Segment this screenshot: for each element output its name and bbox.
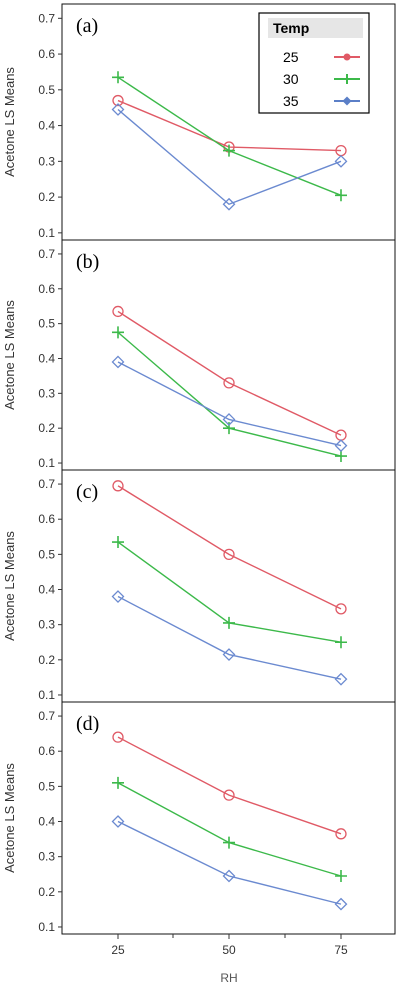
y-tick-label: 0.4 bbox=[38, 351, 55, 365]
data-point-temp-30 bbox=[223, 616, 235, 629]
data-point-temp-30 bbox=[335, 189, 347, 202]
series-line-temp-35 bbox=[117, 820, 342, 905]
legend-diamond-marker bbox=[342, 96, 352, 106]
y-tick-label: 0.4 bbox=[38, 815, 55, 829]
data-point-temp-30 bbox=[223, 836, 235, 849]
data-point-temp-30 bbox=[335, 870, 347, 882]
x-tick-label: 75 bbox=[334, 943, 348, 957]
panel-label: (d) bbox=[76, 713, 99, 735]
data-point-temp-35 bbox=[334, 439, 348, 453]
panel-label: (b) bbox=[76, 251, 99, 273]
y-tick-label: 0.7 bbox=[38, 709, 55, 723]
y-axis-label: Acetone LS Means bbox=[2, 300, 17, 410]
data-point-temp-30 bbox=[112, 536, 124, 549]
data-point-temp-30 bbox=[335, 636, 347, 649]
legend-plus-marker bbox=[341, 74, 353, 84]
data-point-temp-35 bbox=[111, 815, 125, 828]
chart-panel-d: 0.1 0.2 0.3 0.4 0.5 0.6 0.7 Acetone LS Means (d)… bbox=[2, 701, 396, 985]
y-tick-label: 0.3 bbox=[38, 154, 55, 168]
y-tick-label: 0.2 bbox=[38, 421, 55, 435]
legend-circle-marker bbox=[343, 53, 351, 61]
legend-entry-label: 25 bbox=[283, 49, 299, 65]
y-tick-label: 0.1 bbox=[38, 688, 55, 702]
y-tick-label: 0.5 bbox=[38, 83, 55, 97]
y-tick-label: 0.5 bbox=[38, 317, 55, 331]
data-point-temp-25 bbox=[223, 789, 235, 801]
data-point-temp-35 bbox=[222, 648, 236, 661]
chart-panel-c: 0.1 0.2 0.3 0.4 0.5 0.6 0.7 Acetone LS Means (c) bbox=[2, 469, 396, 703]
y-tick-label: 0.7 bbox=[38, 247, 55, 261]
series-line-temp-30 bbox=[117, 782, 342, 877]
data-point-temp-25 bbox=[223, 548, 235, 561]
y-tick-label: 0.7 bbox=[38, 477, 55, 491]
data-point-temp-25 bbox=[223, 377, 235, 389]
panel-frame bbox=[61, 701, 396, 935]
data-point-temp-25 bbox=[335, 828, 347, 840]
y-tick-label: 0.4 bbox=[38, 119, 55, 133]
data-point-temp-35 bbox=[334, 897, 348, 911]
data-point-temp-30 bbox=[112, 326, 124, 339]
series-line-temp-35 bbox=[117, 108, 342, 206]
data-point-temp-25 bbox=[112, 480, 124, 492]
y-tick-label: 0.5 bbox=[38, 547, 55, 561]
data-point-temp-30 bbox=[112, 71, 124, 84]
data-point-temp-35 bbox=[334, 154, 348, 168]
data-point-temp-35 bbox=[222, 869, 236, 883]
data-point-temp-35 bbox=[111, 355, 125, 369]
series-line-temp-35 bbox=[117, 361, 342, 447]
y-tick-label: 0.1 bbox=[38, 920, 55, 934]
data-point-temp-35 bbox=[222, 197, 236, 211]
y-tick-label: 0.1 bbox=[38, 456, 55, 470]
legend: Temp 25 30 35 bbox=[258, 12, 370, 114]
y-tick-label: 0.6 bbox=[38, 512, 55, 526]
y-tick-label: 0.3 bbox=[38, 618, 55, 632]
y-tick-label: 0.2 bbox=[38, 885, 55, 899]
legend-entry-label: 35 bbox=[283, 93, 299, 109]
data-point-temp-35 bbox=[111, 103, 125, 116]
series-line-temp-25 bbox=[117, 310, 342, 436]
data-point-temp-25 bbox=[112, 94, 124, 107]
x-tick-label: 25 bbox=[111, 943, 125, 957]
panel-label: (c) bbox=[76, 481, 98, 503]
panel-label: (a) bbox=[76, 15, 98, 37]
chart-panel-b: 0.1 0.2 0.3 0.4 0.5 0.6 0.7 Acetone LS Means (b) bbox=[2, 239, 396, 471]
y-tick-label: 0.5 bbox=[38, 779, 55, 793]
y-tick-label: 0.2 bbox=[38, 190, 55, 204]
y-axis-label: Acetone LS Means bbox=[2, 67, 17, 177]
y-tick-label: 0.3 bbox=[38, 850, 55, 864]
data-point-temp-25 bbox=[112, 305, 124, 318]
series-line-temp-35 bbox=[117, 595, 342, 680]
series-line-temp-25 bbox=[117, 736, 342, 835]
y-tick-label: 0.4 bbox=[38, 583, 55, 597]
panel-frame bbox=[61, 469, 396, 703]
data-point-temp-35 bbox=[222, 413, 236, 426]
legend-title-bg bbox=[268, 18, 363, 38]
x-axis-label: RH bbox=[220, 971, 237, 985]
data-point-temp-30 bbox=[112, 776, 124, 789]
series-line-temp-25 bbox=[117, 485, 342, 610]
data-point-temp-35 bbox=[111, 590, 125, 603]
chart-panel-a: 0.1 0.2 0.3 0.4 0.5 0.6 0.7 Acetone LS Means (a) bbox=[2, 3, 396, 241]
y-tick-label: 0.1 bbox=[38, 226, 55, 240]
y-axis-label: Acetone LS Means bbox=[2, 763, 17, 873]
panel-frame bbox=[61, 239, 396, 471]
y-tick-label: 0.7 bbox=[38, 11, 55, 25]
data-point-temp-30 bbox=[223, 144, 235, 157]
legend-title: Temp bbox=[273, 20, 309, 36]
legend-entry-label: 30 bbox=[283, 71, 299, 87]
data-point-temp-30 bbox=[335, 450, 347, 463]
data-point-temp-35 bbox=[334, 672, 348, 686]
y-tick-label: 0.6 bbox=[38, 282, 55, 296]
y-tick-label: 0.6 bbox=[38, 47, 55, 61]
data-point-temp-25 bbox=[112, 731, 124, 743]
y-tick-label: 0.3 bbox=[38, 386, 55, 400]
y-tick-label: 0.6 bbox=[38, 744, 55, 758]
y-tick-label: 0.2 bbox=[38, 653, 55, 667]
data-point-temp-25 bbox=[335, 603, 347, 615]
y-axis-label: Acetone LS Means bbox=[2, 531, 17, 641]
x-tick-label: 50 bbox=[222, 943, 236, 957]
